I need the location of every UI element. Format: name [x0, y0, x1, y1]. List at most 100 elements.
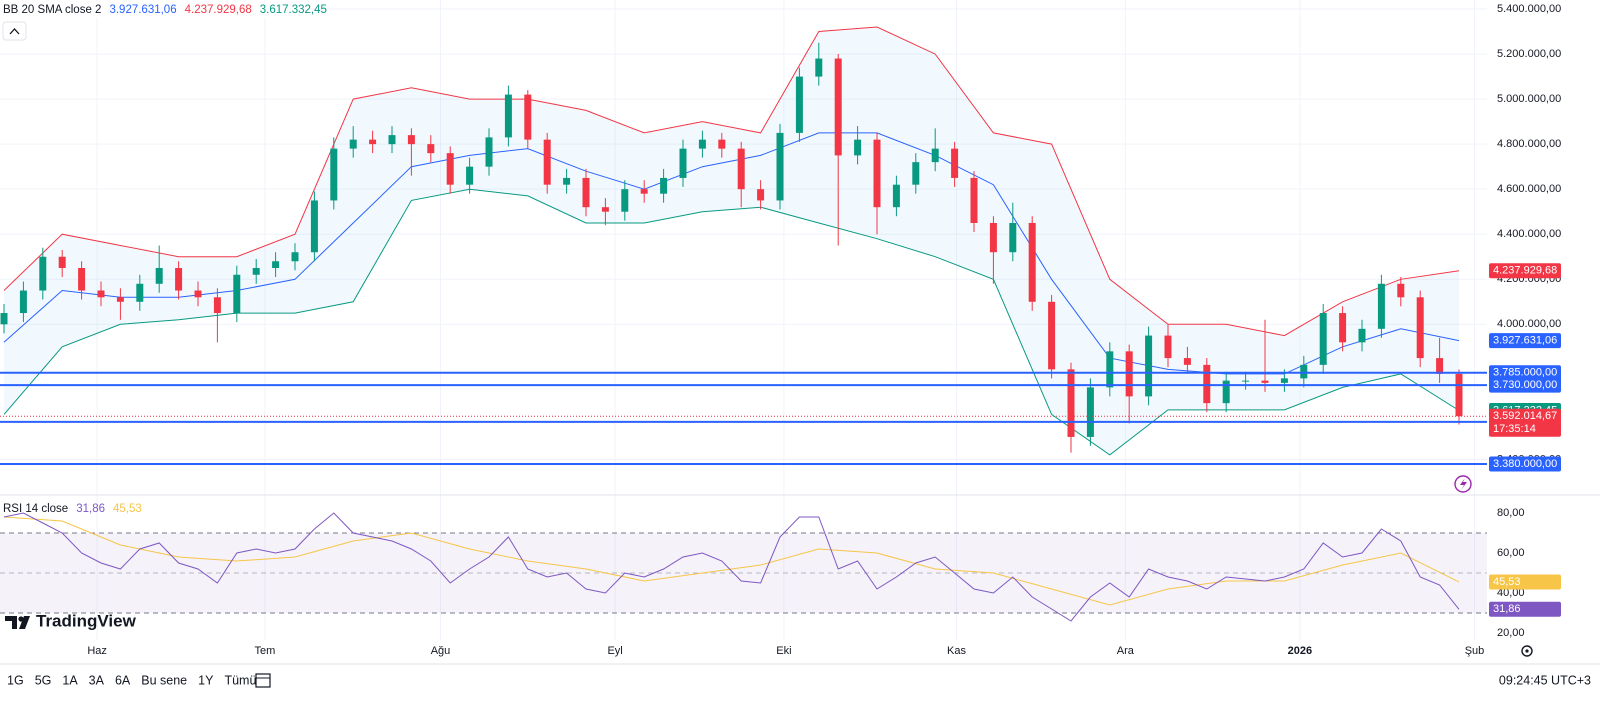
band-fill [4, 27, 1459, 455]
candle-body [446, 153, 454, 185]
candle-body [427, 144, 435, 154]
candle-body [97, 290, 105, 298]
candle-body [524, 94, 532, 140]
candle-body [233, 274, 241, 314]
level-badge: 3.380.000,00 [1493, 458, 1557, 470]
candle-body [718, 139, 726, 149]
candle-body [1397, 283, 1405, 298]
last-price-badge-countdown: 17:35:14 [1493, 423, 1536, 435]
candle-body [58, 256, 66, 269]
legend-label: RSI 14 close [3, 503, 68, 515]
candle-body [1203, 364, 1211, 404]
candle-body [1106, 351, 1114, 388]
y-tick-label: 4.800.000,00 [1497, 138, 1561, 150]
candle-body [1125, 351, 1133, 397]
collapse-button[interactable] [2, 21, 27, 41]
rsi-line [3, 516, 1460, 606]
candle-body [951, 148, 959, 178]
toolbar: 1G 5G 1A 3A 6A Bu sene 1Y Tümü [7, 673, 256, 687]
x-tick-label: 2026 [1288, 645, 1312, 657]
candle-body [272, 261, 280, 269]
band-badge: 3.927.631,06 [1493, 335, 1557, 347]
legend-value: 45,53 [113, 503, 142, 515]
candle-body [1183, 358, 1191, 365]
candle-body [1028, 222, 1036, 302]
range-button[interactable]: 5G [35, 673, 52, 687]
candle-body [1261, 380, 1269, 383]
x-tick-label: Ağu [431, 645, 451, 657]
candle-body [757, 189, 765, 201]
candle-body [970, 177, 978, 223]
candle-body [1455, 373, 1463, 417]
candle-body [854, 139, 862, 156]
candle-body [931, 148, 939, 163]
candle-body [621, 189, 629, 212]
candle-body [834, 58, 842, 156]
candle-body [795, 76, 803, 133]
y-tick-label: 5.000.000,00 [1497, 93, 1561, 105]
candle-body [679, 148, 687, 178]
candle-body [1339, 313, 1347, 343]
candle-body [912, 162, 920, 185]
candle-body [116, 297, 124, 302]
settings-icon[interactable] [1521, 645, 1533, 657]
legend-bg [0, 2, 310, 18]
range-button[interactable]: Bu sene [141, 673, 187, 687]
candle-body [640, 189, 648, 194]
y-tick-label: 80,00 [1497, 507, 1525, 519]
candle-body [660, 177, 668, 194]
candle-body [873, 139, 881, 208]
rsi-pane: 80,00 60,00 40,00 20,00 45,53 31,86 RSI 14 clo… [0, 503, 1561, 639]
y-tick-label: 4.600.000,00 [1497, 183, 1561, 195]
y-tick-label: 20,00 [1497, 627, 1525, 639]
range-button[interactable]: Tümü [224, 673, 256, 687]
legend: RSI 14 close 31,86 45,53 [3, 503, 142, 515]
rsi-badge: 45,53 [1493, 576, 1521, 588]
candle-body [601, 207, 609, 212]
candle-body [1436, 358, 1444, 374]
candle-body [1145, 335, 1153, 397]
candle-body [388, 135, 396, 145]
x-tick-label: Tem [255, 645, 276, 657]
candle-body [776, 132, 784, 201]
candle-body [39, 256, 47, 291]
legend: BB 20 SMA close 2 3.927.631,06 4.237.929,6… [3, 4, 327, 16]
candle-body [213, 297, 221, 314]
band-lower [3, 188, 1460, 456]
logo-text: TradingView [36, 611, 137, 630]
range-button[interactable]: 1A [62, 673, 78, 687]
candle-body [1319, 313, 1327, 365]
x-tick-label: Eyl [607, 645, 622, 657]
x-tick-label: Eki [776, 645, 791, 657]
range-button[interactable]: 3A [89, 673, 105, 687]
range-button[interactable]: 6A [115, 673, 131, 687]
level-badge-bg [1489, 377, 1561, 393]
candle-body [19, 290, 27, 314]
candle-body [1048, 301, 1056, 370]
calendar-icon[interactable] [255, 673, 271, 688]
level-badge: 3.730.000,00 [1493, 379, 1557, 391]
candle-body [252, 268, 260, 275]
candle-body [563, 177, 571, 185]
candle-body [1358, 328, 1366, 343]
x-tick-label: Şub [1465, 645, 1485, 657]
y-tick-label: 40,00 [1497, 587, 1525, 599]
rsi-badge: 31,86 [1493, 603, 1521, 615]
candle-body [136, 283, 144, 302]
candle-body [485, 137, 493, 167]
candle-body [1067, 369, 1075, 437]
range-button[interactable]: 1Y [198, 673, 214, 687]
price-pane: 5.400.000,00 5.200.000,00 5.000.000,00 4.80… [0, 0, 1561, 657]
candle-body [369, 139, 377, 145]
candle-body [815, 58, 823, 77]
last-price-badge: 3.592.014,67 [1493, 410, 1557, 422]
candle-body [1280, 378, 1288, 383]
range-button[interactable]: 1G [7, 673, 24, 687]
candle-body [1416, 297, 1424, 359]
candle-body [291, 252, 299, 262]
lightning-icon[interactable] [1454, 475, 1472, 493]
y-tick-label: 4.000.000,00 [1497, 318, 1561, 330]
candle-body [1086, 387, 1094, 437]
last-price-badge-bg [1489, 408, 1561, 437]
y-tick-label: 60,00 [1497, 547, 1525, 559]
